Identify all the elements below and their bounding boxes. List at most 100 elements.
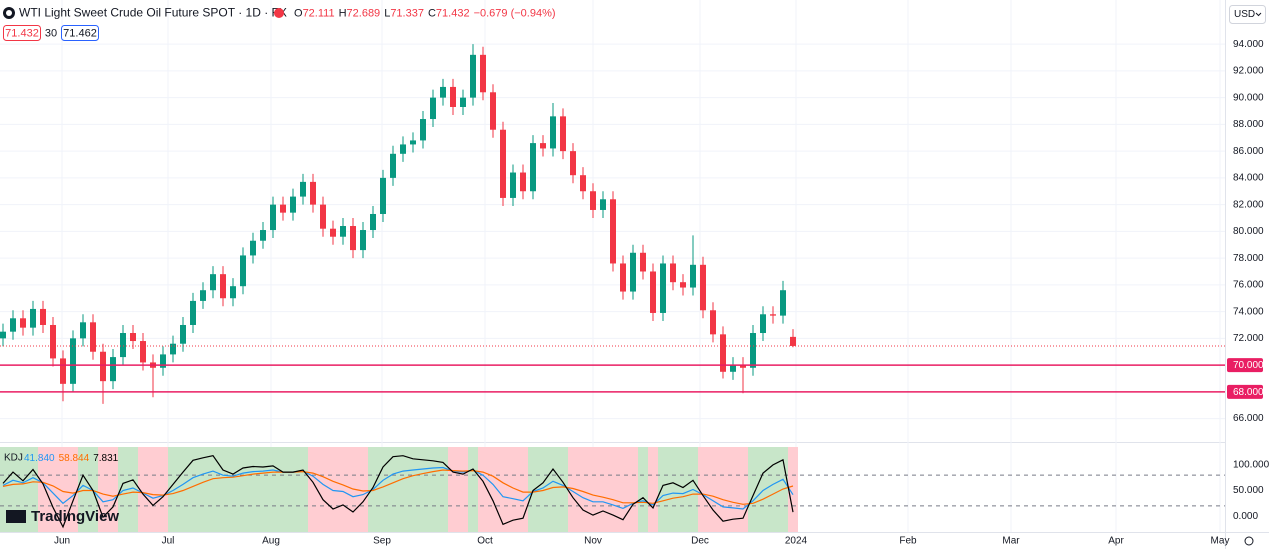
kdj-shade: [388, 447, 398, 532]
j-value: 7.831: [93, 453, 118, 464]
kdj-line: [2, 466, 794, 510]
kdj-shade: [738, 447, 748, 532]
kdj-shade: [128, 447, 138, 532]
y-tick-label: 78.000: [1233, 253, 1264, 264]
kdj-shade: [548, 447, 558, 532]
candle-body: [110, 357, 116, 382]
kdj-shade: [78, 447, 88, 532]
currency[interactable]: USD: [1234, 9, 1255, 20]
candle-body: [160, 354, 166, 368]
kdj-shade: [188, 447, 198, 532]
candle-body: [450, 86, 456, 107]
kdj-shade: [8, 447, 18, 532]
kdj-shade: [318, 447, 328, 532]
plots: [0, 0, 1225, 532]
kdj-shade: [0, 447, 8, 532]
x-tick-label: 2024: [785, 536, 808, 547]
kdj-shade: [248, 447, 258, 532]
candle-body: [570, 151, 576, 176]
ohlc-value: 72.111: [303, 7, 335, 19]
candle-body: [220, 274, 226, 299]
ohlc-label: L: [384, 7, 390, 19]
kdj-shade: [288, 447, 298, 532]
kdj-shade: [558, 447, 568, 532]
candle-body: [0, 331, 6, 339]
candle-body: [670, 263, 676, 283]
kdj-shade: [168, 447, 178, 532]
kdj-shade: [498, 447, 508, 532]
x-tick-label: Feb: [899, 536, 917, 547]
kdj-line: [2, 469, 794, 505]
candle-body: [230, 286, 236, 299]
kdj-shade: [698, 447, 708, 532]
candle-body: [140, 341, 146, 363]
kdj-shade: [768, 447, 778, 532]
pill-text: 71.462: [63, 27, 97, 39]
ohlc-label: O: [294, 7, 303, 19]
kdj-shade: [598, 447, 608, 532]
x-tick-label: Apr: [1108, 536, 1124, 547]
candle-body: [350, 226, 356, 251]
kdj-shade: [408, 447, 418, 532]
candle-body: [550, 116, 556, 149]
kdj-shade: [518, 447, 528, 532]
kdj-shade: [428, 447, 438, 532]
candle-body: [760, 314, 766, 334]
kdj-shade: [748, 447, 758, 532]
price-label-bg: [1227, 384, 1263, 399]
settings-icon[interactable]: [1244, 536, 1254, 546]
kdj-shade: [28, 447, 38, 532]
price-label: 68.000: [1233, 387, 1264, 398]
kdj-shade: [218, 447, 228, 532]
brand-logo: [6, 510, 26, 523]
kdj-shade: [468, 447, 478, 532]
kdj-shade: [228, 447, 238, 532]
candle-body: [490, 92, 496, 130]
candle-body: [540, 143, 546, 149]
y-tick-label: 80.000: [1233, 226, 1264, 237]
candle-body: [80, 322, 86, 339]
candle-body: [270, 204, 276, 231]
kdj-shade: [158, 447, 168, 532]
y-tick-label: 86.000: [1233, 146, 1264, 157]
candle-body: [290, 196, 296, 213]
candle-body: [100, 351, 106, 382]
candle-body: [530, 143, 536, 192]
candle-body: [690, 264, 696, 288]
currency-button[interactable]: [1229, 5, 1266, 24]
kdj-shade: [528, 447, 538, 532]
kdj-shade: [118, 447, 128, 532]
ohlc-label: H: [339, 7, 347, 19]
candle-body: [460, 97, 466, 107]
candle-body: [640, 252, 646, 272]
candle-body: [210, 274, 216, 291]
indicator-legend: 41.840 58.844 7.831: [24, 453, 119, 464]
kdj-shade: [638, 447, 648, 532]
kdj-shade: [18, 447, 28, 532]
candle-body: [790, 336, 796, 346]
x-tick-label: Mar: [1002, 536, 1020, 547]
kdj-shade: [48, 447, 58, 532]
kdj-shade: [718, 447, 728, 532]
candle-body: [320, 204, 326, 229]
k-value: 41.840: [24, 453, 55, 464]
candle-body: [600, 199, 606, 210]
candle-body: [720, 334, 726, 372]
candle-body: [660, 263, 666, 313]
y-tick-label: 92.000: [1233, 66, 1264, 77]
candle-body: [430, 97, 436, 120]
y-tick-label: 94.000: [1233, 39, 1264, 50]
candle-body: [500, 129, 506, 198]
candle-body: [610, 199, 616, 264]
kdj-shade: [678, 447, 688, 532]
kdj-shade: [538, 447, 548, 532]
pill-text: 71.432: [5, 27, 39, 39]
candle-body: [440, 86, 446, 98]
indicator-title: KDJ: [4, 453, 23, 464]
candle-body: [580, 175, 586, 192]
candle-body: [310, 181, 316, 205]
y-tick-label: 76.000: [1233, 280, 1264, 291]
y-tick-label: 0.000: [1233, 511, 1258, 522]
kdj-shade: [208, 447, 218, 532]
